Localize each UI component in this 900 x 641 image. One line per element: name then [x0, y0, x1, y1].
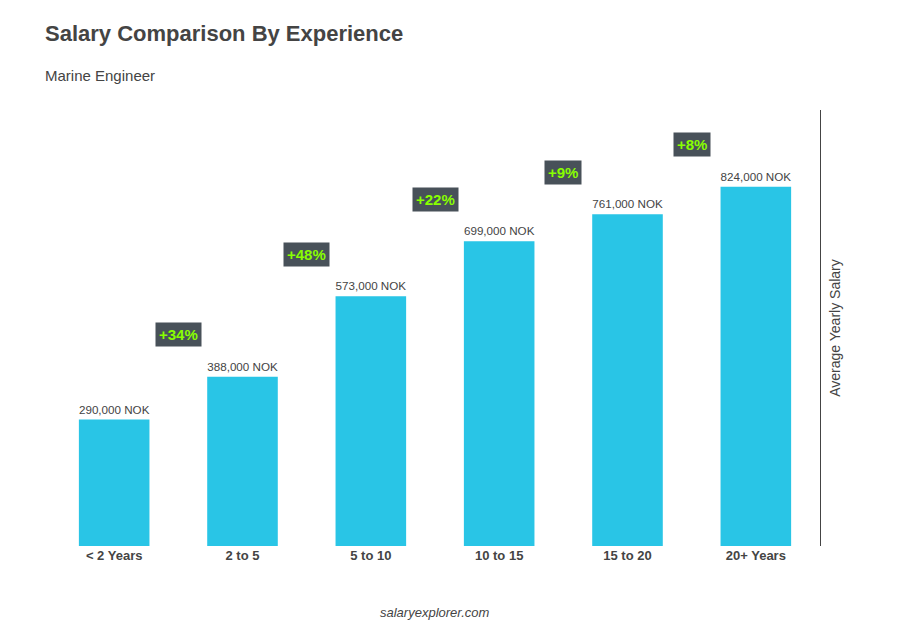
- svg-text:salaryexplorer.com: salaryexplorer.com: [380, 605, 490, 620]
- svg-text:< 2 Years: < 2 Years: [86, 548, 143, 563]
- svg-text:761,000 NOK: 761,000 NOK: [592, 197, 663, 210]
- svg-text:+34%: +34%: [159, 326, 198, 343]
- svg-text:Average Yearly Salary: Average Yearly Salary: [827, 259, 843, 397]
- svg-text:10 to 15: 10 to 15: [475, 548, 523, 563]
- svg-text:290,000 NOK: 290,000 NOK: [79, 403, 150, 416]
- svg-text:+9%: +9%: [548, 164, 578, 181]
- svg-text:573,000 NOK: 573,000 NOK: [336, 279, 407, 292]
- svg-text:Salary Comparison By Experienc: Salary Comparison By Experience: [45, 21, 403, 46]
- svg-text:5 to 10: 5 to 10: [350, 548, 391, 563]
- svg-text:2 to 5: 2 to 5: [226, 548, 260, 563]
- svg-text:15 to 20: 15 to 20: [603, 548, 651, 563]
- svg-text:+48%: +48%: [287, 246, 326, 263]
- svg-text:699,000 NOK: 699,000 NOK: [464, 224, 535, 237]
- svg-text:388,000 NOK: 388,000 NOK: [207, 360, 278, 373]
- svg-text:+8%: +8%: [677, 136, 707, 153]
- svg-text:Marine Engineer: Marine Engineer: [45, 67, 155, 84]
- svg-text:824,000 NOK: 824,000 NOK: [721, 170, 792, 183]
- svg-text:+22%: +22%: [416, 191, 455, 208]
- svg-text:20+ Years: 20+ Years: [726, 548, 786, 563]
